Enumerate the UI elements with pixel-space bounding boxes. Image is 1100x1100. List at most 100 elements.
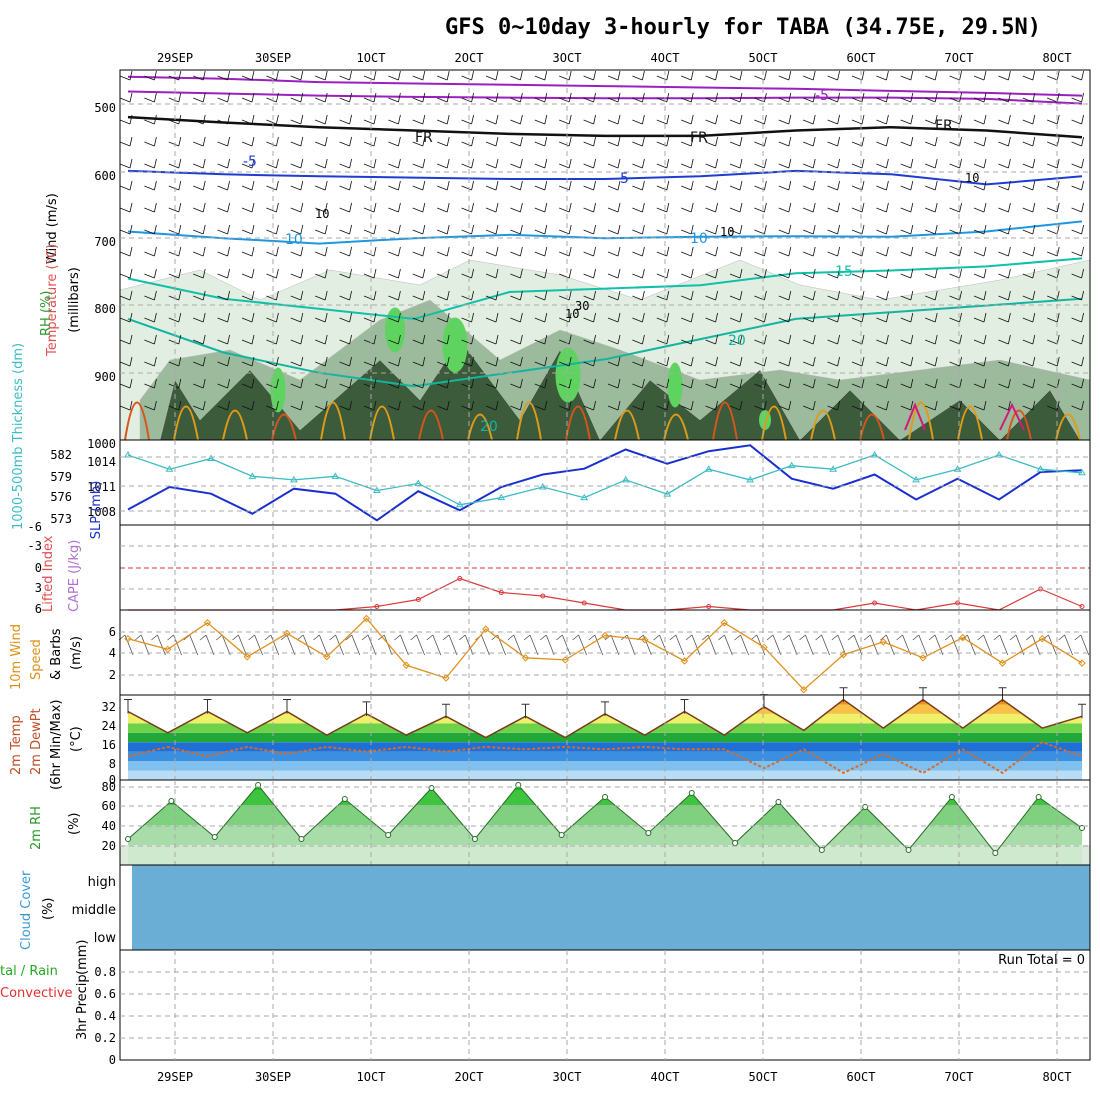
wind-barb [851,202,865,213]
wind10-barb [944,634,960,656]
wind-barb [266,202,279,213]
rh2m-point [428,785,435,791]
wind-barb [266,378,279,389]
lifted-index-point [955,600,961,606]
wind-barb [461,400,474,411]
wind-barb [168,268,182,279]
thickness-marker [497,493,506,501]
wind-barb [168,158,182,169]
wind-barb [876,356,889,367]
isotherm-magenta [904,402,926,431]
wind-barb [193,92,206,103]
upper-air-ytick: 700 [94,235,116,249]
wind-barb [193,180,206,191]
wind-barb [510,70,523,81]
wind-barb [925,400,938,411]
wind-barb [485,202,499,213]
wind-barb [705,92,718,103]
wind-barb [949,378,962,389]
wind-barb [315,70,328,81]
isotherm-warm [565,405,591,441]
rh2m-band [128,845,1082,865]
wind-barb [339,356,352,367]
wind-barb [388,334,401,345]
wind-barb [583,136,596,147]
rh2m-point [992,850,999,856]
wind-barb [363,114,377,125]
wind-barb [583,290,596,301]
wind-barb [290,70,304,81]
wind-barb [363,378,377,389]
thickness-marker [787,461,796,469]
upper-air-ytick: 1000 [87,437,116,451]
wind-barb [827,92,840,103]
wind-barb [461,290,474,301]
wind-barb [632,70,645,81]
wind-barb [559,158,572,169]
wind-barb [998,180,1011,191]
x-tick-label-top: 30SEP [255,51,291,65]
wind-barb [705,180,718,191]
wind-barb [583,202,596,213]
wind-barb [1071,202,1084,213]
wind-barb [193,246,206,257]
wind-barb [193,224,206,235]
wind10-point [323,653,331,661]
wind-barb [217,70,230,81]
wind-barb [705,202,718,213]
wind10-barb [734,634,749,656]
wind-barb [193,312,206,323]
rh2m-point [818,847,825,853]
wind-barb [876,290,889,301]
wind-barb [705,334,718,345]
wind-barb [632,334,645,345]
wind-barb [851,114,865,125]
thickness-marker [414,479,423,486]
wind-barb [412,92,426,103]
wind-barb [681,290,694,301]
lifted-index-point [540,593,546,599]
temp2m-ytick: 0 [109,773,116,787]
lifted-index-point [1079,604,1085,609]
x-tick-label-top: 5OCT [749,51,778,65]
wind-barb [144,114,157,125]
wind-barb [315,400,328,411]
wind-barb [778,136,792,147]
wind-barb [485,356,499,367]
wind-barb [437,268,450,279]
wind-barb [754,246,767,257]
wind-barb [681,158,694,169]
wind-barb [607,400,621,411]
wind-barb [266,180,279,191]
wind-barb [998,158,1011,169]
wind-barb [632,400,645,411]
wind-barb [949,158,962,169]
wind-barb [681,70,694,81]
rh-high-pocket [667,362,683,408]
temp2m-ytick: 24 [102,719,116,733]
wind-barb [217,400,230,411]
wind10-barb [718,634,733,656]
isotherm-warm [1006,409,1032,441]
wind-barb [559,136,572,147]
slp-ytick: 1011 [87,480,116,494]
wind-barb [266,290,279,301]
wind-barb [754,400,767,411]
wind-barb [998,92,1011,103]
wind-barb [729,290,743,301]
thickness-marker [455,500,464,508]
rh2m-point [948,794,955,800]
wind-barb [1047,246,1060,257]
wind10-point [203,619,212,627]
wind-barb [705,70,718,81]
wind-barb [559,114,572,125]
wind-barb [144,136,157,147]
wind-barb [681,92,694,103]
upper-air-ylabel-wind: Wind (m/s) [45,193,60,264]
rh-contour-label: 10 [315,207,329,221]
wind-barb [388,400,401,411]
wind-barb [485,92,499,103]
wind-barb [290,202,304,213]
isotherm-warm [761,405,787,441]
rh2m-point [211,834,218,840]
